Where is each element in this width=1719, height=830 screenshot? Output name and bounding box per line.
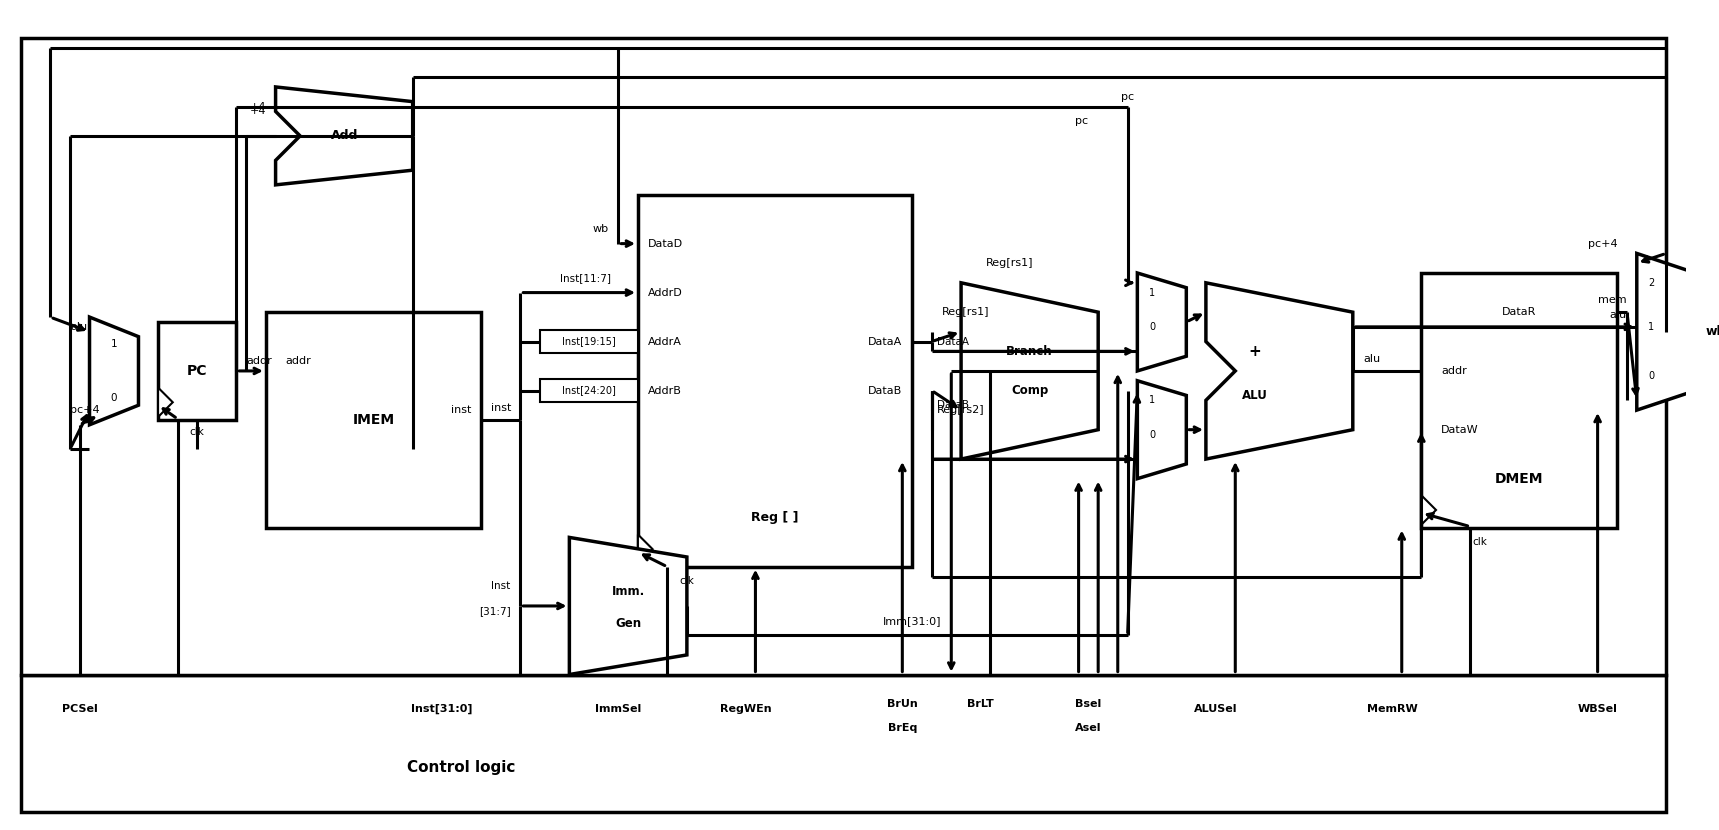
Text: PC: PC: [187, 364, 208, 378]
Text: pc+4: pc+4: [70, 405, 100, 415]
Polygon shape: [89, 317, 139, 425]
Text: BrLT: BrLT: [968, 699, 994, 709]
Text: BrEq: BrEq: [887, 724, 916, 734]
Text: Bsel: Bsel: [1076, 699, 1102, 709]
Polygon shape: [1138, 381, 1186, 479]
Text: 1: 1: [1148, 287, 1155, 298]
Text: Reg [ ]: Reg [ ]: [751, 511, 799, 525]
Text: Inst[31:0]: Inst[31:0]: [411, 704, 473, 714]
Text: 1: 1: [1148, 395, 1155, 405]
Text: Reg[rs1]: Reg[rs1]: [942, 307, 988, 317]
Text: +: +: [1248, 344, 1262, 359]
Text: alu: alu: [1363, 354, 1380, 364]
Text: IMEM: IMEM: [352, 413, 395, 427]
Polygon shape: [638, 535, 653, 564]
Polygon shape: [1207, 283, 1353, 459]
Text: DMEM: DMEM: [1496, 471, 1544, 486]
FancyBboxPatch shape: [21, 675, 1666, 812]
Text: clk: clk: [1473, 537, 1487, 547]
FancyBboxPatch shape: [540, 330, 638, 354]
Text: DataD: DataD: [648, 239, 682, 249]
Text: DataB: DataB: [937, 400, 968, 410]
Text: clk: clk: [679, 577, 694, 587]
Text: DataR: DataR: [1502, 307, 1537, 317]
Text: inst: inst: [450, 405, 471, 415]
Polygon shape: [158, 388, 174, 417]
FancyBboxPatch shape: [638, 195, 913, 567]
Text: ALUSel: ALUSel: [1195, 704, 1238, 714]
Text: [31:7]: [31:7]: [480, 606, 511, 616]
Text: addr: addr: [285, 356, 311, 366]
Text: ImmSel: ImmSel: [595, 704, 641, 714]
Text: DataA: DataA: [937, 336, 968, 347]
Text: Inst[24:20]: Inst[24:20]: [562, 385, 615, 396]
Text: wb: wb: [593, 224, 609, 234]
Text: mem: mem: [1599, 295, 1626, 305]
Text: Add: Add: [330, 129, 358, 143]
Text: RegWEn: RegWEn: [720, 704, 772, 714]
Text: Reg[rs2]: Reg[rs2]: [937, 405, 985, 415]
Text: MemRW: MemRW: [1367, 704, 1418, 714]
Text: addr: addr: [1441, 366, 1466, 376]
Text: AddrB: AddrB: [648, 385, 682, 396]
Text: 1: 1: [1649, 322, 1654, 332]
Text: +4: +4: [249, 101, 266, 111]
FancyBboxPatch shape: [158, 322, 237, 420]
Text: Asel: Asel: [1074, 724, 1102, 734]
Text: inst: inst: [490, 403, 511, 413]
Text: clk: clk: [189, 427, 205, 437]
Text: 1: 1: [110, 339, 117, 349]
Text: alu: alu: [70, 322, 88, 332]
Text: Reg[rs1]: Reg[rs1]: [987, 258, 1033, 268]
FancyBboxPatch shape: [21, 38, 1666, 675]
Text: DataA: DataA: [868, 336, 902, 347]
Text: Imm.: Imm.: [612, 585, 645, 598]
Polygon shape: [275, 87, 413, 185]
Text: pc+4: pc+4: [1588, 239, 1618, 249]
Text: Inst[11:7]: Inst[11:7]: [560, 273, 610, 283]
Text: DataB: DataB: [868, 385, 902, 396]
Text: Branch: Branch: [1006, 344, 1054, 358]
Text: Gen: Gen: [615, 617, 641, 630]
Polygon shape: [1422, 496, 1435, 525]
Polygon shape: [1138, 273, 1186, 371]
Text: AddrD: AddrD: [648, 287, 682, 298]
Text: BrUn: BrUn: [887, 699, 918, 709]
Text: Inst: Inst: [492, 581, 511, 591]
Text: AddrA: AddrA: [648, 336, 682, 347]
Text: Comp: Comp: [1011, 384, 1049, 397]
Text: Imm[31:0]: Imm[31:0]: [884, 616, 942, 626]
Polygon shape: [961, 283, 1098, 459]
Text: WBSel: WBSel: [1578, 704, 1618, 714]
Text: +4: +4: [249, 106, 266, 116]
Text: addr: addr: [246, 356, 272, 366]
Text: pc: pc: [1121, 92, 1135, 102]
Text: DataW: DataW: [1441, 425, 1478, 435]
FancyBboxPatch shape: [266, 312, 481, 528]
Text: alu: alu: [1611, 310, 1626, 320]
Text: 0: 0: [1148, 322, 1155, 332]
Text: 2: 2: [1649, 278, 1655, 288]
Text: wb: wb: [1705, 325, 1719, 339]
Text: 0: 0: [1649, 371, 1654, 381]
Polygon shape: [1636, 253, 1695, 410]
Text: Inst[19:15]: Inst[19:15]: [562, 336, 615, 347]
Text: Control logic: Control logic: [407, 760, 516, 775]
Text: pc: pc: [1076, 116, 1088, 126]
Polygon shape: [569, 537, 688, 675]
FancyBboxPatch shape: [540, 378, 638, 403]
Text: PCSel: PCSel: [62, 704, 98, 714]
Text: 0: 0: [110, 393, 117, 403]
Text: 0: 0: [1148, 430, 1155, 440]
Text: ALU: ALU: [1241, 389, 1269, 402]
FancyBboxPatch shape: [1422, 273, 1618, 528]
